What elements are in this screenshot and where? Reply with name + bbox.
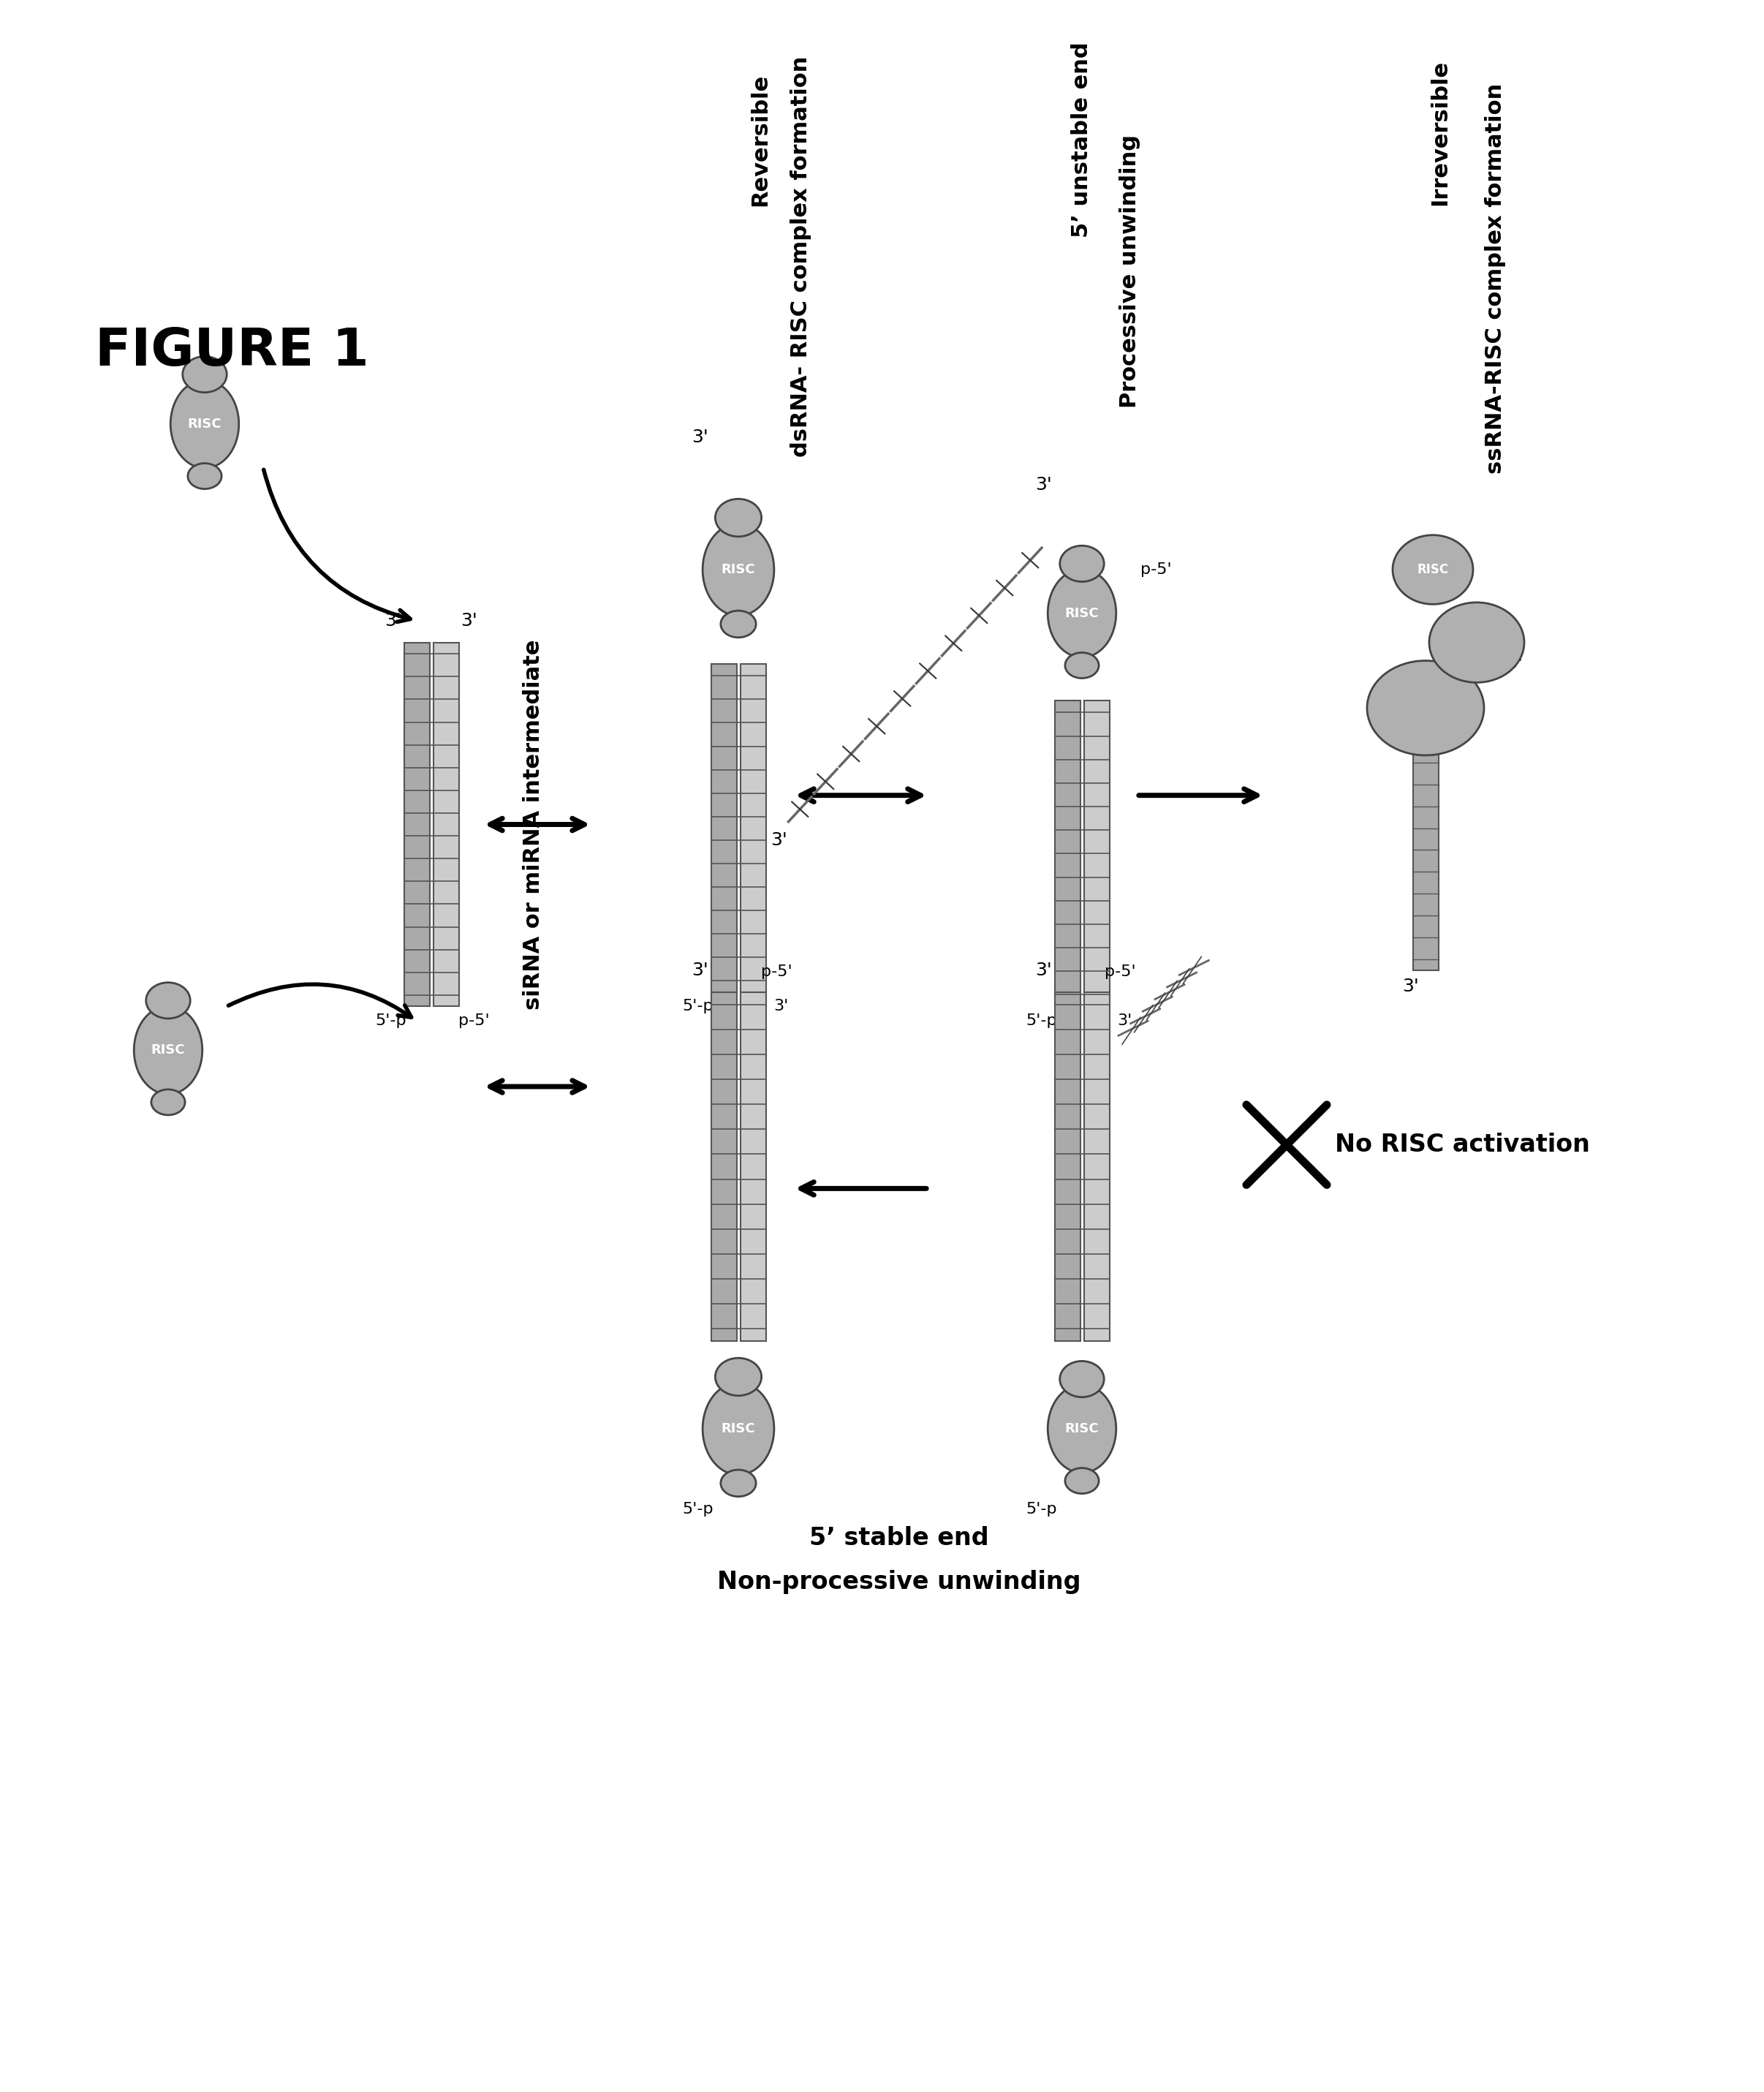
Text: ssRNA-RISC complex formation: ssRNA-RISC complex formation bbox=[1484, 84, 1506, 473]
Bar bbox=[741, 665, 766, 992]
Ellipse shape bbox=[714, 498, 762, 536]
Text: 5'-p: 5'-p bbox=[683, 1502, 714, 1517]
Text: 3': 3' bbox=[691, 960, 709, 979]
Text: 3': 3' bbox=[1035, 960, 1053, 979]
Bar bbox=[404, 642, 429, 1006]
Ellipse shape bbox=[721, 1471, 757, 1496]
Text: RISC: RISC bbox=[1065, 607, 1099, 619]
Ellipse shape bbox=[146, 983, 191, 1019]
Text: 5'-p: 5'-p bbox=[1027, 1015, 1057, 1029]
Text: 3': 3' bbox=[1117, 1015, 1132, 1029]
Ellipse shape bbox=[1065, 1469, 1099, 1494]
Ellipse shape bbox=[1048, 1385, 1117, 1473]
Text: RISC: RISC bbox=[1065, 1423, 1099, 1435]
Text: RISC: RISC bbox=[152, 1044, 185, 1056]
Text: 5’ stable end: 5’ stable end bbox=[810, 1525, 990, 1550]
Text: Non-processive unwinding: Non-processive unwinding bbox=[718, 1569, 1081, 1594]
Text: RISC: RISC bbox=[187, 418, 222, 431]
Text: 5'-p: 5'-p bbox=[376, 1015, 407, 1029]
Text: 5’ unstable end: 5’ unstable end bbox=[1071, 42, 1092, 238]
Text: FIGURE 1: FIGURE 1 bbox=[95, 326, 369, 377]
Bar bbox=[1055, 992, 1080, 1341]
Text: RISC: RISC bbox=[1416, 563, 1448, 575]
Text: Processive unwinding: Processive unwinding bbox=[1118, 134, 1140, 408]
Ellipse shape bbox=[1060, 1362, 1104, 1397]
Text: siRNA or miRNA intermediate: siRNA or miRNA intermediate bbox=[524, 640, 545, 1010]
Ellipse shape bbox=[134, 1006, 203, 1094]
Bar bbox=[741, 992, 766, 1341]
Text: p-5': p-5' bbox=[1140, 563, 1171, 577]
Text: Reversible: Reversible bbox=[750, 73, 771, 207]
Text: 3': 3' bbox=[771, 833, 787, 849]
Ellipse shape bbox=[152, 1090, 185, 1115]
Text: RISC: RISC bbox=[721, 1423, 755, 1435]
Text: dsRNA- RISC complex formation: dsRNA- RISC complex formation bbox=[790, 56, 811, 456]
Ellipse shape bbox=[1429, 602, 1524, 682]
Text: 3': 3' bbox=[1402, 977, 1420, 996]
Text: 3': 3' bbox=[1035, 475, 1053, 494]
Ellipse shape bbox=[1048, 569, 1117, 657]
Text: p-5': p-5' bbox=[459, 1015, 489, 1029]
Ellipse shape bbox=[171, 381, 238, 469]
Bar bbox=[711, 665, 737, 992]
Bar bbox=[1055, 701, 1080, 1006]
Ellipse shape bbox=[1065, 653, 1099, 678]
Text: 3': 3' bbox=[460, 611, 478, 630]
Text: Irreversible: Irreversible bbox=[1429, 61, 1450, 205]
Text: No RISC activation: No RISC activation bbox=[1335, 1132, 1589, 1157]
Text: 5'-p: 5'-p bbox=[1027, 1502, 1057, 1517]
FancyArrowPatch shape bbox=[263, 471, 411, 621]
Bar bbox=[711, 992, 737, 1341]
Text: 3': 3' bbox=[773, 1000, 789, 1015]
Text: 5'-p: 5'-p bbox=[683, 1000, 714, 1015]
FancyArrowPatch shape bbox=[229, 983, 411, 1017]
Bar bbox=[434, 642, 459, 1006]
Text: 3': 3' bbox=[691, 429, 709, 446]
Ellipse shape bbox=[702, 523, 774, 615]
Text: p-5': p-5' bbox=[760, 964, 792, 979]
Ellipse shape bbox=[187, 462, 222, 490]
Text: RISC: RISC bbox=[721, 563, 755, 575]
Text: 3': 3' bbox=[385, 611, 402, 630]
Ellipse shape bbox=[714, 1358, 762, 1395]
Ellipse shape bbox=[1367, 661, 1484, 755]
Ellipse shape bbox=[183, 356, 228, 393]
Bar bbox=[1083, 701, 1110, 1006]
Text: p-5': p-5' bbox=[1104, 964, 1136, 979]
Bar bbox=[1413, 751, 1438, 971]
Ellipse shape bbox=[721, 611, 757, 638]
Ellipse shape bbox=[702, 1383, 774, 1475]
Text: p-5': p-5' bbox=[1491, 657, 1522, 672]
Bar bbox=[1083, 992, 1110, 1341]
Ellipse shape bbox=[1392, 536, 1473, 605]
Ellipse shape bbox=[1060, 546, 1104, 582]
